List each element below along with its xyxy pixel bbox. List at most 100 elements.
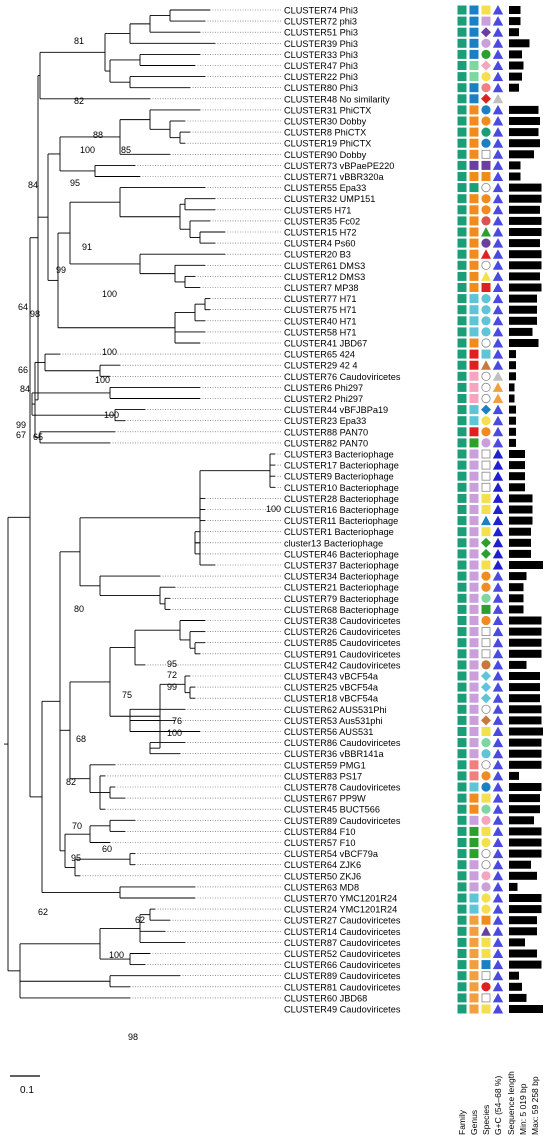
family-marker: [457, 893, 467, 903]
family-marker: [457, 349, 467, 359]
family-marker: [457, 172, 467, 181]
gc-content-triangle: [492, 648, 504, 659]
sequence-length-bar: [509, 716, 542, 725]
species-marker: [481, 227, 491, 237]
leaf-label: CLUSTER16 Bacteriophage: [284, 505, 399, 515]
species-marker: [481, 72, 491, 82]
family-marker: [457, 682, 467, 692]
species-marker: [481, 271, 491, 281]
sequence-length-bar: [509, 361, 516, 370]
gc-content-triangle: [492, 959, 504, 970]
gc-content-triangle: [492, 71, 504, 82]
gc-content-triangle: [492, 826, 504, 836]
gc-content-triangle: [492, 759, 504, 770]
gc-content-triangle: [492, 526, 504, 537]
leaf-label: CLUSTER10 Bacteriophage: [284, 483, 399, 493]
sequence-length-bar: [509, 205, 540, 214]
sequence-length-bar: [509, 771, 519, 780]
leaf-label: CLUSTER58 H71: [284, 327, 357, 337]
genus-marker: [469, 860, 479, 870]
leaf-label: CLUSTER62 AUS531Phi: [284, 705, 387, 715]
sequence-length-bar: [509, 549, 531, 558]
species-marker: [481, 60, 491, 71]
leaf-label: CLUSTER47 Phi3: [284, 61, 358, 71]
genus-marker: [469, 260, 479, 270]
species-marker: [481, 760, 491, 770]
gc-content-triangle: [492, 937, 504, 947]
gc-content-triangle: [492, 171, 504, 181]
species-marker: [481, 216, 491, 226]
gc-content-triangle: [492, 426, 504, 437]
gc-content-triangle: [492, 82, 504, 93]
species-marker: [481, 449, 491, 459]
gc-content-triangle: [492, 992, 504, 1003]
gc-content-triangle: [492, 338, 504, 348]
family-marker: [457, 16, 467, 26]
genus-marker: [469, 105, 479, 115]
sequence-length-bar: [509, 427, 516, 436]
gc-content-triangle: [492, 915, 504, 925]
leaf-label: CLUSTER32 UMP151: [284, 194, 375, 204]
species-marker: [481, 638, 491, 648]
bootstrap-value: 80: [74, 604, 84, 614]
genus-marker: [469, 405, 479, 415]
leaf-label: CLUSTER50 ZKJ6: [284, 871, 361, 881]
gc-content-triangle: [492, 160, 504, 170]
genus-marker: [469, 926, 479, 936]
gc-content-triangle: [492, 215, 504, 226]
species-marker: [481, 937, 491, 947]
species-marker: [481, 160, 491, 170]
genus-marker: [469, 538, 479, 548]
genus-marker: [469, 582, 479, 592]
species-marker: [481, 627, 491, 636]
bootstrap-value: 98: [128, 1032, 138, 1042]
genus-marker: [469, 349, 479, 359]
bootstrap-value: 75: [122, 690, 132, 700]
bootstrap-value: 91: [82, 242, 92, 252]
gc-content-triangle: [492, 615, 504, 625]
family-marker: [457, 327, 467, 337]
family-marker: [457, 138, 467, 148]
genus-marker: [469, 760, 479, 770]
family-marker: [457, 227, 467, 237]
species-marker: [481, 93, 491, 104]
family-marker: [457, 438, 467, 448]
species-marker: [481, 249, 491, 259]
gc-content-triangle: [492, 482, 504, 492]
header-max: Max: 59 258 bp: [530, 1076, 540, 1135]
genus-marker: [469, 194, 479, 204]
gc-content-triangle: [492, 293, 504, 304]
family-marker: [457, 94, 467, 104]
gc-content-triangle: [492, 737, 504, 748]
sequence-length-bar: [509, 916, 537, 925]
species-marker: [481, 982, 491, 992]
family-marker: [457, 105, 467, 115]
leaf-label: CLUSTER37 Bacteriophage: [284, 561, 399, 571]
gc-content-triangle: [492, 371, 504, 381]
gc-content-triangle: [492, 282, 504, 292]
leaf-label: CLUSTER63 MD8: [284, 882, 359, 892]
gc-content-triangle: [492, 493, 504, 503]
leaf-label: CLUSTER25 vBCF54a: [284, 683, 379, 693]
family-marker: [457, 360, 467, 370]
leaf-label: CLUSTER23 Epa33: [284, 416, 366, 426]
gc-content-triangle: [492, 27, 504, 37]
leaf-label: CLUSTER19 PhiCTX: [284, 139, 371, 149]
genus-marker: [469, 704, 479, 714]
sequence-length-bar: [509, 172, 521, 181]
header-min: Min: 5 019 bp: [518, 1083, 528, 1135]
genus-marker: [469, 638, 479, 648]
species-marker: [481, 338, 491, 348]
species-marker: [481, 382, 491, 392]
leaf-label: CLUSTER71 vBBR320a: [284, 172, 384, 182]
species-marker: [481, 837, 491, 848]
sequence-length-bar: [509, 350, 516, 359]
family-marker: [457, 416, 467, 426]
family-marker: [457, 371, 467, 381]
family-marker: [457, 782, 467, 792]
species-marker: [481, 615, 491, 626]
gc-content-triangle: [492, 460, 504, 470]
genus-marker: [469, 604, 479, 614]
species-marker: [481, 704, 491, 714]
family-marker: [457, 693, 467, 703]
